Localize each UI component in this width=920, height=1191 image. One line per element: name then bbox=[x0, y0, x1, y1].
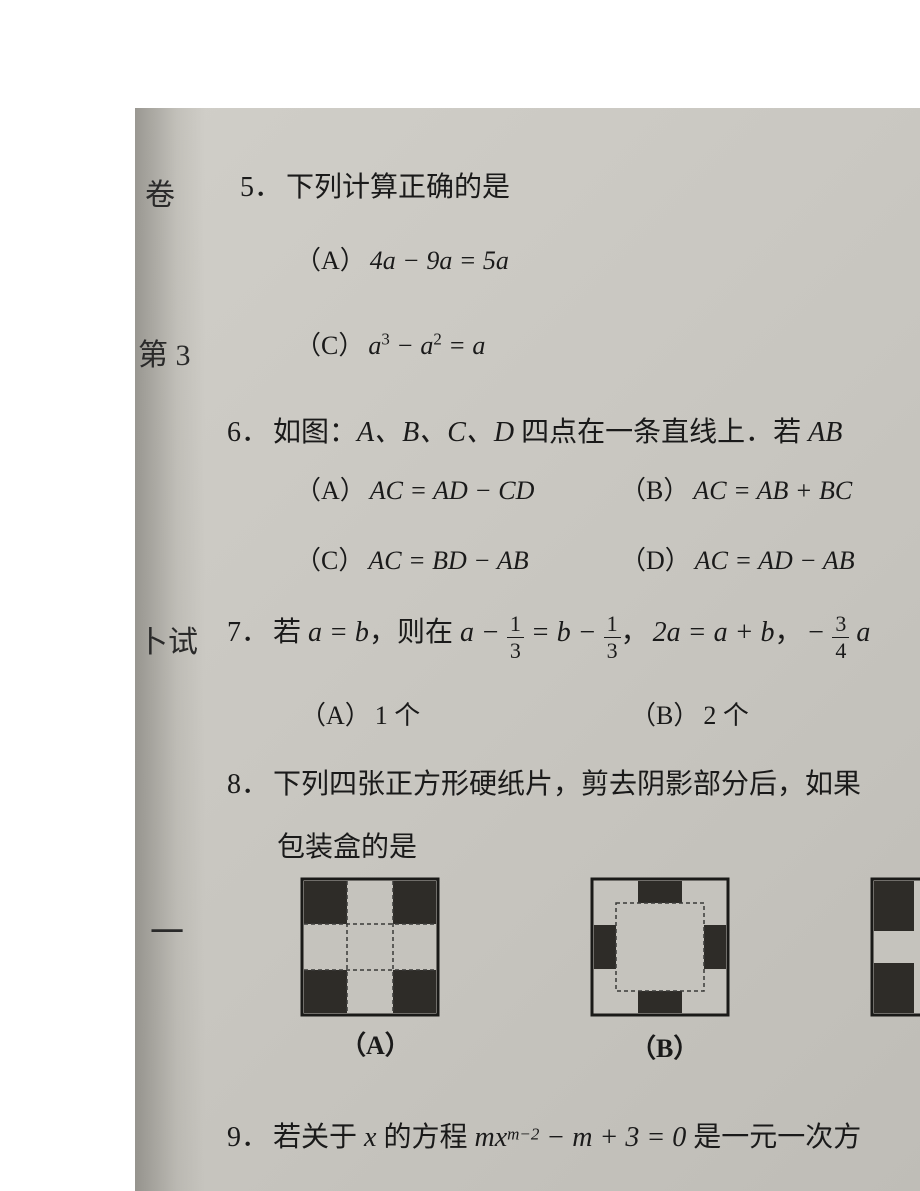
q6-optB-label: （B） bbox=[620, 476, 689, 505]
q7-f1d: 3 bbox=[507, 638, 524, 662]
q7-f2d: 3 bbox=[604, 638, 621, 662]
q7-number: 7． bbox=[227, 617, 269, 648]
q6-stem: 6． 如图：A、B、C、D 四点在一条直线上．若 AB bbox=[227, 410, 920, 450]
q7-pre: 若 bbox=[273, 617, 308, 648]
q8-stem-line1: 8． 下列四张正方形硬纸片，剪去阴影部分后，如果 bbox=[227, 762, 920, 802]
q7-frac3: 34 bbox=[832, 613, 849, 662]
q6-optC: （C） AC = BD − AB bbox=[295, 540, 529, 577]
q7-f2n: 1 bbox=[604, 613, 621, 638]
q7-stem: 7． 若 a = b，则在 a − 13 = b − 13， 2a = a + … bbox=[227, 610, 920, 662]
q9-stem: 9． 若关于 x 的方程 mxm−2 − m + 3 = 0 是一元一次方 bbox=[227, 1115, 920, 1155]
q7-e3p: − bbox=[806, 617, 832, 648]
q7-f1n: 1 bbox=[507, 613, 524, 638]
q6-optA: （A） AC = AD − CD bbox=[295, 470, 534, 507]
q6-post: 四点在一条直线上．若 bbox=[514, 417, 808, 448]
q7-optA: （A） 1 个 bbox=[300, 695, 420, 732]
q9-exp: m−2 bbox=[507, 1125, 539, 1144]
q8-line1: 下列四张正方形硬纸片，剪去阴影部分后，如果 bbox=[273, 769, 861, 800]
q5c-e1: 3 bbox=[381, 329, 389, 348]
q9-number: 9． bbox=[227, 1122, 269, 1153]
q6-tail: AB bbox=[808, 417, 842, 448]
q9-post: 是一元一次方 bbox=[686, 1122, 861, 1153]
q8-diagA-label: （A） bbox=[340, 1025, 411, 1062]
q9-pre: 若关于 bbox=[273, 1122, 364, 1153]
q8-line2: 包装盒的是 bbox=[277, 825, 417, 865]
q6-pre: 如图： bbox=[273, 417, 357, 448]
q5c-tail: = a bbox=[442, 331, 486, 360]
q5c-mid: − a bbox=[390, 331, 434, 360]
q9-var: x bbox=[364, 1122, 376, 1153]
q6-optD-math: AC = AD − AB bbox=[695, 546, 855, 575]
q7-optA-label: （A） bbox=[300, 701, 371, 730]
q6-number: 6． bbox=[227, 417, 269, 448]
q8-diagram-c-partial bbox=[870, 877, 920, 1017]
q6-optD-label: （D） bbox=[620, 546, 691, 575]
q6-optC-label: （C） bbox=[295, 546, 364, 575]
q7-optB-label: （B） bbox=[630, 701, 699, 730]
q7-optB-text: 2 个 bbox=[703, 701, 749, 730]
q6-optD: （D） AC = AD − AB bbox=[620, 540, 855, 577]
q6-optA-math: AC = AD − CD bbox=[370, 476, 535, 505]
q5-optA-label: （A） bbox=[295, 246, 366, 275]
margin-frag-1: 卷 bbox=[145, 170, 175, 214]
q9-m: mx bbox=[474, 1122, 507, 1153]
q5-optC-label: （C） bbox=[295, 331, 364, 360]
q7-optA-text: 1 个 bbox=[375, 701, 421, 730]
q5c-a1: a bbox=[368, 331, 381, 360]
margin-frag-4: 一 bbox=[150, 905, 180, 954]
q7-mid: ，则在 bbox=[369, 617, 460, 648]
q7-f3n: 3 bbox=[832, 613, 849, 638]
q7-f3d: 4 bbox=[832, 638, 849, 662]
q9-mid: 的方程 bbox=[376, 1122, 474, 1153]
q5-optA: （A） 4a − 9a = 5a bbox=[295, 240, 509, 277]
q7-e1m: = b − bbox=[524, 617, 604, 648]
q7-frac2: 13 bbox=[604, 613, 621, 662]
margin-frag-3: 卜试 bbox=[138, 617, 198, 661]
q7-optB: （B） 2 个 bbox=[630, 695, 749, 732]
q6-optB-math: AC = AB + BC bbox=[693, 476, 852, 505]
q6-optA-label: （A） bbox=[295, 476, 366, 505]
q7-eq: a = b bbox=[308, 617, 369, 648]
q7-frac1: 13 bbox=[507, 613, 524, 662]
q7-e1l: a − bbox=[460, 617, 507, 648]
q8-number: 8． bbox=[227, 769, 269, 800]
q8-diagram-b bbox=[590, 877, 730, 1017]
q5-optC: （C） a3 − a2 = a bbox=[295, 325, 485, 362]
q8-diagram-a bbox=[300, 877, 440, 1017]
q6-optB: （B） AC = AB + BC bbox=[620, 470, 852, 507]
q5-number: 5． bbox=[240, 172, 282, 203]
q7-s1: ， bbox=[621, 617, 649, 648]
q7-s2: ， bbox=[774, 617, 802, 648]
q9-tail: − m + 3 = 0 bbox=[539, 1122, 686, 1153]
q7-e2: 2a = a + b bbox=[653, 617, 775, 648]
q8-diagB-label: （B） bbox=[630, 1028, 699, 1065]
q7-e3v: a bbox=[849, 617, 870, 648]
margin-frag-2: 第 3 bbox=[138, 330, 191, 374]
q6-vars: A、B、C、D bbox=[357, 417, 514, 448]
q6-optC-math: AC = BD − AB bbox=[368, 546, 528, 575]
q5c-e2: 2 bbox=[433, 329, 441, 348]
q5-optC-math: a3 − a2 = a bbox=[368, 331, 485, 360]
q5-stem: 5． 下列计算正确的是 bbox=[240, 165, 510, 205]
q5-optA-math: 4a − 9a = 5a bbox=[370, 246, 509, 275]
q5-text: 下列计算正确的是 bbox=[286, 172, 510, 203]
